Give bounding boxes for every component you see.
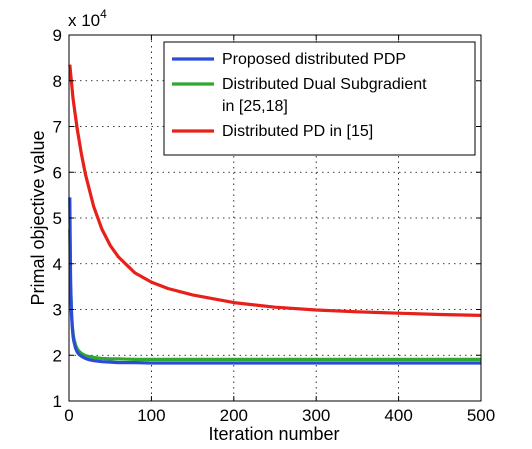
y-tick-label: 1 xyxy=(53,392,62,411)
x-tick-label: 100 xyxy=(137,406,165,425)
y-axis-label: Primal objective value xyxy=(28,130,48,305)
y-tick-label: 6 xyxy=(53,163,62,182)
tick-labels: 0 100 200 300 400 500 1 2 3 4 5 6 7 8 9 xyxy=(53,26,496,425)
series-line-0 xyxy=(68,197,481,365)
y-tick-label: 9 xyxy=(53,26,62,45)
x-tick-label: 500 xyxy=(467,406,495,425)
x-tick-label: 300 xyxy=(302,406,330,425)
y-tick-label: 3 xyxy=(53,301,62,320)
y-tick-label: 8 xyxy=(53,72,62,91)
x-axis-label: Iteration number xyxy=(208,424,339,444)
legend-label: Distributed PD in [15] xyxy=(222,123,373,140)
series-lines xyxy=(68,64,482,365)
series-line-2 xyxy=(68,64,482,317)
y-tick-label: 2 xyxy=(53,346,62,365)
x-tick-label: 400 xyxy=(384,406,412,425)
x-tick-label: 200 xyxy=(220,406,248,425)
y-tick-label: 4 xyxy=(53,255,62,274)
y-tick-label: 5 xyxy=(53,209,62,228)
y-multiplier-label: x 104 xyxy=(68,7,107,30)
series-line-1 xyxy=(68,229,481,361)
x-tick-label: 0 xyxy=(64,406,73,425)
legend-label: Distributed Dual Subgradient xyxy=(222,76,427,93)
y-tick-label: 7 xyxy=(53,118,62,137)
legend-label: in [25,18] xyxy=(222,98,288,115)
axis-ticks xyxy=(68,34,482,402)
legend-label: Proposed distributed PDP xyxy=(222,51,406,68)
legend-box xyxy=(163,41,476,156)
legend: Proposed distributed PDP Distributed Dual… xyxy=(163,41,476,156)
